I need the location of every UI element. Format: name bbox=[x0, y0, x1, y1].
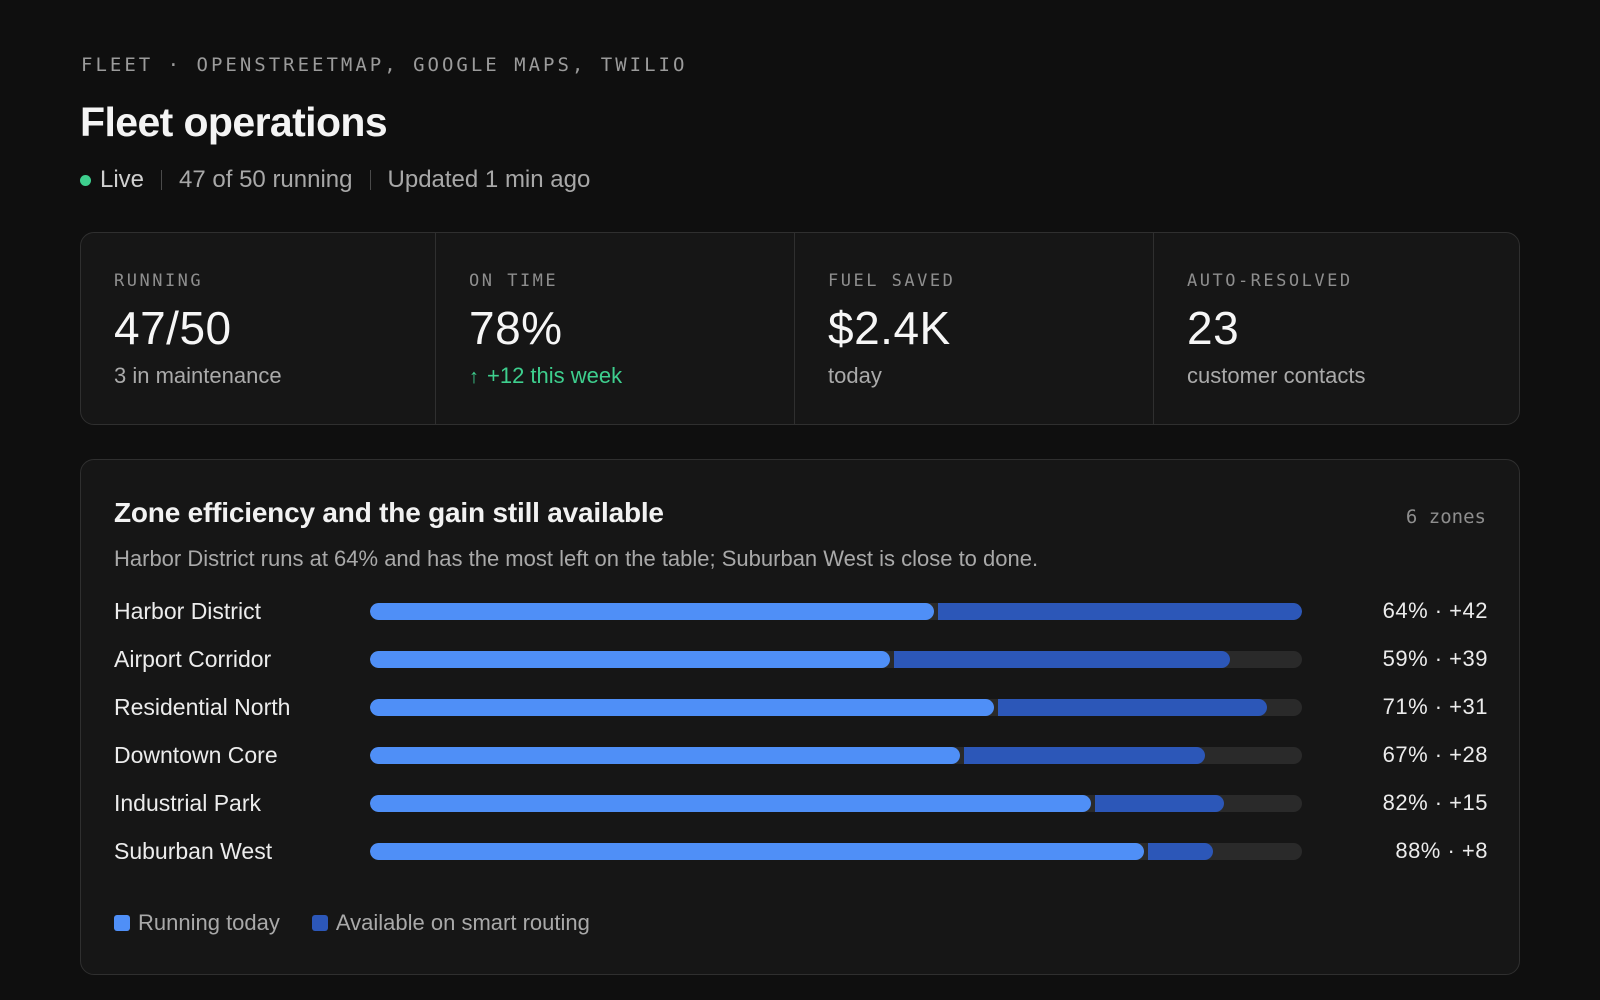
bar-running-today bbox=[370, 795, 1092, 812]
zone-count: 6 zones bbox=[1405, 506, 1486, 528]
zone-name: Industrial Park bbox=[114, 790, 262, 816]
bar-available-smart-routing bbox=[1095, 795, 1224, 812]
kpi-summary-card: RUNNING 47/50 3 in maintenance ON TIME 7… bbox=[80, 232, 1520, 425]
zone-stat: 59% · +39 bbox=[1382, 646, 1488, 671]
bar-running-today bbox=[370, 747, 960, 764]
bar-track bbox=[370, 699, 1302, 716]
bar-track bbox=[370, 843, 1302, 860]
chart-legend: Running today Available on smart routing bbox=[114, 910, 622, 936]
kpi-subtext: today bbox=[828, 363, 882, 388]
kpi-value: 78% bbox=[469, 302, 563, 354]
bar-available-smart-routing bbox=[1148, 843, 1214, 860]
zone-stat: 88% · +8 bbox=[1395, 838, 1488, 863]
kpi-subtext: 3 in maintenance bbox=[114, 363, 282, 388]
bar-track bbox=[370, 795, 1302, 812]
bar-track bbox=[370, 747, 1302, 764]
bar-available-smart-routing bbox=[963, 747, 1206, 764]
zone-row: Industrial Park 82% · +15 bbox=[114, 782, 1488, 830]
zone-stat: 71% · +31 bbox=[1382, 694, 1488, 719]
bar-running-today bbox=[370, 843, 1145, 860]
section-subtitle: Harbor District runs at 64% and has the … bbox=[114, 546, 1039, 571]
bar-running-today bbox=[370, 651, 891, 668]
kpi-label: ON TIME bbox=[469, 271, 559, 291]
legend-item-available: Available on smart routing bbox=[311, 910, 590, 936]
zone-name: Harbor District bbox=[114, 598, 261, 624]
kpi-value: 23 bbox=[1187, 302, 1240, 354]
breadcrumb: FLEET · OPENSTREETMAP, GOOGLE MAPS, TWIL… bbox=[81, 54, 688, 76]
zone-row: Harbor District 64% · +42 bbox=[114, 590, 1488, 638]
zone-name: Airport Corridor bbox=[114, 646, 272, 672]
zone-stat: 64% · +42 bbox=[1382, 598, 1488, 623]
section-title: Zone efficiency and the gain still avail… bbox=[114, 497, 664, 528]
legend-swatch bbox=[114, 915, 130, 931]
kpi-running: RUNNING 47/50 3 in maintenance bbox=[81, 233, 436, 424]
running-count: 47 of 50 running bbox=[179, 166, 353, 193]
kpi-subtext: +12 this week bbox=[487, 363, 623, 388]
kpi-subtext: customer contacts bbox=[1187, 363, 1366, 388]
updated-timestamp: Updated 1 min ago bbox=[387, 166, 591, 193]
bar-available-smart-routing bbox=[998, 699, 1267, 716]
kpi-value: 47/50 bbox=[114, 302, 232, 354]
legend-item-running: Running today bbox=[114, 910, 280, 936]
divider bbox=[161, 170, 163, 190]
zone-row: Residential North 71% · +31 bbox=[114, 686, 1488, 734]
legend-label: Available on smart routing bbox=[335, 910, 590, 935]
zone-stat: 82% · +15 bbox=[1382, 790, 1488, 815]
kpi-value: $2.4K bbox=[828, 302, 951, 354]
bar-track bbox=[370, 651, 1302, 668]
zone-name: Downtown Core bbox=[114, 742, 278, 768]
live-indicator-icon bbox=[80, 174, 91, 186]
bar-track bbox=[370, 603, 1302, 620]
bar-running-today bbox=[370, 603, 934, 620]
zone-row: Downtown Core 67% · +28 bbox=[114, 734, 1488, 782]
status-row: Live 47 of 50 running Updated 1 min ago bbox=[80, 166, 590, 194]
kpi-label: FUEL SAVED bbox=[828, 271, 956, 291]
zone-name: Residential North bbox=[114, 694, 291, 720]
arrow-up-icon: ↑ bbox=[469, 366, 479, 388]
divider bbox=[369, 170, 371, 190]
bar-running-today bbox=[370, 699, 995, 716]
zone-stat: 67% · +28 bbox=[1382, 742, 1488, 767]
page-title: Fleet operations bbox=[80, 99, 388, 145]
zone-efficiency-card: Zone efficiency and the gain still avail… bbox=[80, 459, 1520, 975]
kpi-fuel-saved: FUEL SAVED $2.4K today bbox=[795, 233, 1154, 424]
kpi-auto-resolved: AUTO-RESOLVED 23 customer contacts bbox=[1154, 233, 1519, 424]
kpi-label: AUTO-RESOLVED bbox=[1187, 271, 1353, 291]
live-status: Live bbox=[100, 166, 145, 193]
kpi-label: RUNNING bbox=[114, 271, 204, 291]
bar-available-smart-routing bbox=[894, 651, 1231, 668]
zone-row: Suburban West 88% · +8 bbox=[114, 830, 1488, 878]
legend-label: Running today bbox=[138, 910, 280, 935]
bar-available-smart-routing bbox=[937, 603, 1302, 620]
zone-name: Suburban West bbox=[114, 838, 273, 864]
kpi-trend: ↑ +12 this week bbox=[469, 363, 622, 389]
legend-swatch bbox=[311, 915, 328, 931]
kpi-on-time: ON TIME 78% ↑ +12 this week bbox=[436, 233, 795, 424]
zone-list: Harbor District 64% · +42 Airport Corridor… bbox=[114, 590, 1488, 878]
zone-row: Airport Corridor 59% · +39 bbox=[114, 638, 1488, 686]
